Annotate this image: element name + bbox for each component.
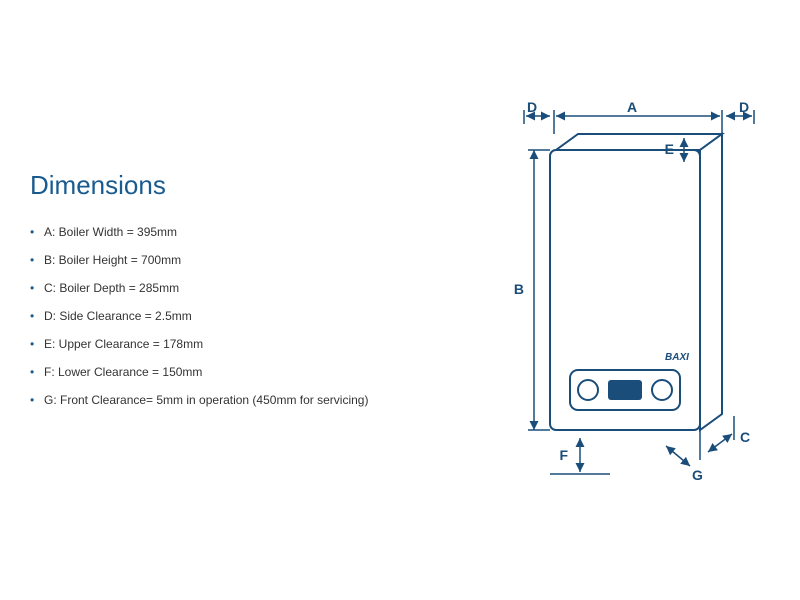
list-item: E: Upper Clearance = 178mm — [30, 337, 410, 351]
dimension-list: A: Boiler Width = 395mm B: Boiler Height… — [30, 225, 410, 407]
dim-label-a: A — [627, 99, 637, 115]
dim-label-c: C — [740, 429, 750, 445]
boiler-diagram: BAXI A D D E B F C G — [470, 80, 770, 530]
dim-label-g: G — [692, 467, 703, 483]
list-item: D: Side Clearance = 2.5mm — [30, 309, 410, 323]
dim-label-d-right: D — [739, 99, 749, 115]
dim-label-e: E — [665, 141, 674, 157]
dimensions-panel: Dimensions A: Boiler Width = 395mm B: Bo… — [30, 170, 410, 421]
page-title: Dimensions — [30, 170, 410, 201]
list-item: G: Front Clearance= 5mm in operation (45… — [30, 393, 410, 407]
list-item: C: Boiler Depth = 285mm — [30, 281, 410, 295]
brand-label: BAXI — [665, 352, 689, 363]
list-item: B: Boiler Height = 700mm — [30, 253, 410, 267]
dim-label-f: F — [559, 447, 568, 463]
list-item: F: Lower Clearance = 150mm — [30, 365, 410, 379]
list-item: A: Boiler Width = 395mm — [30, 225, 410, 239]
dim-label-d-left: D — [527, 99, 537, 115]
dim-label-b: B — [514, 281, 524, 297]
